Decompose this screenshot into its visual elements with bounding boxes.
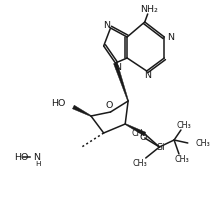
Text: O: O [139,132,147,142]
Text: CH₃: CH₃ [196,138,210,148]
Text: N: N [167,32,174,42]
Text: N: N [114,64,121,72]
Polygon shape [125,124,146,136]
Text: N: N [144,72,151,80]
Polygon shape [72,105,91,116]
Text: CH₃: CH₃ [131,129,146,138]
Text: CH₃: CH₃ [132,158,147,168]
Text: H: H [35,161,41,167]
Text: O: O [106,102,113,110]
Text: Si: Si [156,144,165,152]
Text: CH₃: CH₃ [177,120,191,130]
Text: N: N [33,152,40,162]
Text: HO: HO [51,98,66,108]
Polygon shape [114,62,129,101]
Text: CH₃: CH₃ [174,156,189,164]
Text: N: N [103,21,110,29]
Text: NH₂: NH₂ [140,5,158,15]
Text: HO: HO [14,152,28,162]
